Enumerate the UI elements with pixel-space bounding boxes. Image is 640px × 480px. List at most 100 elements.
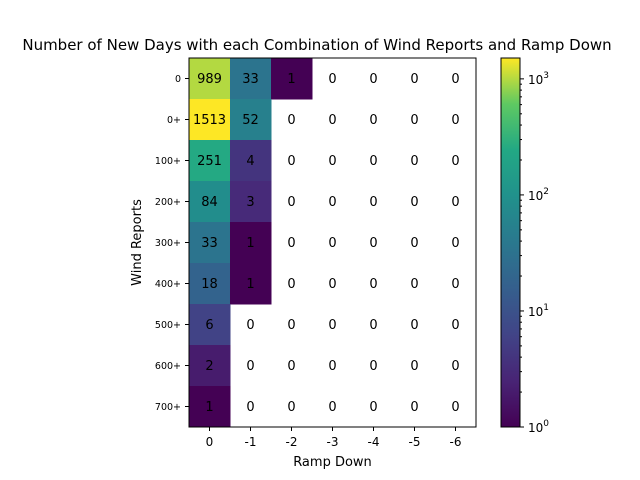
heatmap-cells (189, 58, 313, 428)
cell-value-label: 0 (287, 318, 295, 333)
heatmap-cell (189, 304, 231, 346)
cell-value-label: 84 (201, 195, 218, 210)
cell-value-label: 52 (242, 113, 259, 128)
cell-value-label: 1 (287, 72, 295, 87)
x-axis: 0 -1 -2 -3 -4 -5 -6 (206, 427, 462, 449)
heatmap-cell (230, 99, 272, 141)
y-tick-label: 0+ (167, 115, 181, 126)
x-axis-label: Ramp Down (293, 455, 372, 470)
x-tick-label: -1 (245, 435, 257, 449)
cell-value-label: 0 (328, 72, 336, 87)
cell-value-label: 0 (451, 236, 459, 251)
cell-value-label: 0 (328, 113, 336, 128)
cell-value-label: 0 (451, 72, 459, 87)
cell-value-label: 0 (410, 113, 418, 128)
colorbar: 100 101 102 103 (500, 57, 549, 435)
chart-title: Number of New Days with each Combination… (22, 36, 611, 54)
cell-value-label: 0 (410, 318, 418, 333)
cell-value-label: 0 (287, 236, 295, 251)
cell-value-label: 0 (410, 195, 418, 210)
y-tick-label: 300+ (155, 238, 181, 249)
heatmap-cell (189, 386, 231, 428)
cell-value-label: 1 (246, 277, 254, 292)
cell-value-label: 0 (410, 72, 418, 87)
cell-value-label: 0 (451, 113, 459, 128)
cell-value-label: 0 (451, 195, 459, 210)
y-tick-label: 700+ (155, 402, 181, 413)
cell-value-label: 0 (369, 195, 377, 210)
cell-value-label: 0 (410, 154, 418, 169)
colorbar-tick-label: 102 (528, 187, 549, 203)
cell-value-label: 0 (328, 236, 336, 251)
x-tick-label: 0 (206, 435, 214, 449)
heatmap-cell (230, 58, 272, 100)
cell-value-label: 1513 (193, 113, 226, 128)
cell-value-label: 33 (242, 72, 259, 87)
cell-value-label: 0 (328, 277, 336, 292)
heatmap-cell (189, 140, 231, 182)
y-tick-label: 100+ (155, 156, 181, 167)
cell-value-label: 0 (369, 154, 377, 169)
cell-value-label: 989 (197, 72, 222, 87)
cell-value-label: 0 (246, 359, 254, 374)
colorbar-gradient (501, 58, 520, 427)
x-tick-label: -5 (409, 435, 421, 449)
colorbar-tick-label: 101 (528, 303, 549, 319)
cell-value-label: 0 (410, 400, 418, 415)
x-tick-label: -3 (327, 435, 339, 449)
cell-value-label: 33 (201, 236, 218, 251)
cell-value-label: 0 (287, 195, 295, 210)
heatmap-cell (230, 140, 272, 182)
cell-value-label: 0 (246, 318, 254, 333)
y-axis: 0 0+ 100+ 200+ 300+ 400+ 500+ 600+ 700+ (155, 74, 189, 413)
y-tick-label: 500+ (155, 320, 181, 331)
heatmap-cell (230, 181, 272, 223)
cell-value-label: 1 (246, 236, 254, 251)
cell-value-label: 0 (410, 277, 418, 292)
heatmap-cell (189, 222, 231, 264)
cell-value-label: 0 (369, 113, 377, 128)
heatmap-cell (189, 181, 231, 223)
cell-value-label: 3 (246, 195, 254, 210)
y-axis-label: Wind Reports (130, 199, 145, 286)
cell-value-label: 0 (287, 400, 295, 415)
heatmap-cell (189, 263, 231, 305)
cell-value-label: 0 (287, 113, 295, 128)
cell-value-label: 0 (451, 359, 459, 374)
cell-value-label: 4 (246, 154, 254, 169)
cell-value-label: 0 (287, 277, 295, 292)
cell-value-label: 0 (369, 359, 377, 374)
y-tick-label: 0 (175, 74, 181, 85)
cell-value-label: 0 (246, 400, 254, 415)
colorbar-ticks: 100 101 102 103 (520, 71, 549, 435)
cell-value-label: 0 (328, 195, 336, 210)
cell-value-label: 0 (451, 318, 459, 333)
x-tick-label: -4 (368, 435, 380, 449)
cell-value-label: 0 (328, 400, 336, 415)
cell-value-label: 6 (205, 318, 213, 333)
cell-value-label: 0 (410, 236, 418, 251)
cell-value-label: 1 (205, 400, 213, 415)
heatmap-cell (271, 58, 313, 100)
cell-value-label: 0 (287, 359, 295, 374)
x-tick-label: -2 (286, 435, 298, 449)
cell-value-label: 18 (201, 277, 218, 292)
x-tick-label: -6 (450, 435, 462, 449)
cell-value-label: 0 (369, 72, 377, 87)
heatmap-cell (189, 345, 231, 387)
cell-value-label: 0 (369, 400, 377, 415)
heatmap-cell (230, 263, 272, 305)
y-tick-label: 200+ (155, 197, 181, 208)
cell-value-label: 2 (205, 359, 213, 374)
cell-value-label: 0 (410, 359, 418, 374)
cell-value-label: 0 (287, 154, 295, 169)
cell-value-label: 0 (451, 154, 459, 169)
cell-labels: 989 33 1 0 0 0 0 1513 52 0 0 0 0 0 251 4 0 0 0 0 0 84 3 0 0 0 0 0 33… (193, 72, 460, 415)
cell-value-label: 0 (328, 318, 336, 333)
colorbar-tick-label: 103 (528, 71, 549, 87)
cell-value-label: 0 (328, 359, 336, 374)
y-tick-label: 600+ (155, 361, 181, 372)
cell-value-label: 251 (197, 154, 222, 169)
colorbar-frame (500, 57, 521, 428)
